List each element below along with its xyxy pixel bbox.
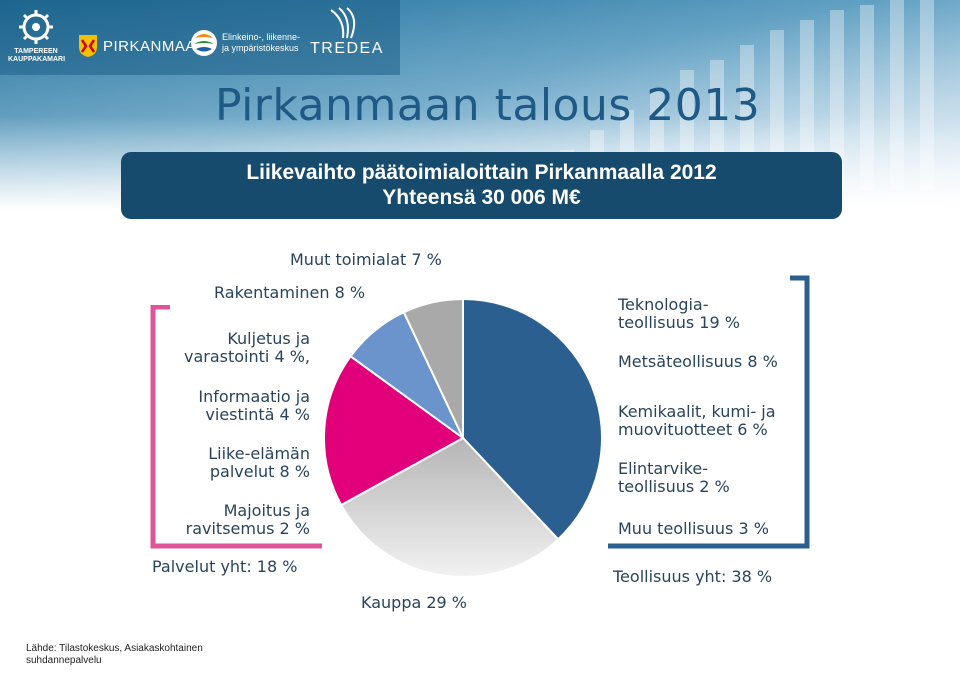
tampere-chamber-logo-icon: [19, 10, 53, 44]
metsa-label: Metsäteollisuus 8 %: [618, 352, 778, 371]
tampere-chamber-logo: TAMPEREEN KAUPPAKAMARI: [8, 8, 66, 64]
pie-slice-muut: [402, 297, 464, 439]
pirkanmaa-logo-text: PIRKANMAA: [103, 37, 196, 55]
ely-centre-logo-icon: [191, 30, 217, 56]
palvelut-bracket: [150, 305, 322, 549]
chart-title-banner: Liikevaihto päätoimialoittain Pirkanmaal…: [121, 152, 842, 219]
ely-centre-logo: Elinkeino-, liikenne- ja ympäristökeskus: [190, 28, 302, 58]
kemikaalit-label: Kemikaalit, kumi- ja muovituotteet 6 %: [618, 402, 776, 439]
teknologia-label: Teknologia- teollisuus 19 %: [618, 295, 740, 332]
tampere-chamber-logo-text: TAMPEREEN KAUPPAKAMARI: [8, 48, 66, 63]
informaatio-label: Informaatio ja viestintä 4 %: [198, 387, 310, 424]
liike-elama-label: Liike-elämän palvelut 8 %: [208, 444, 310, 481]
pie-slice-kauppa: [339, 436, 560, 578]
chart-title: Liikevaihto päätoimialoittain Pirkanmaal…: [246, 161, 717, 184]
teollisuus-total-label: Teollisuus yht: 38 %: [613, 567, 773, 586]
chart-subtitle: Yhteensä 30 006 M€: [382, 186, 581, 209]
pirkanmaa-crest-icon: [79, 35, 97, 57]
palvelut-total-label: Palvelut yht: 18 %: [152, 557, 298, 576]
tredea-logo-icon: [330, 7, 356, 39]
pirkanmaa-logo: PIRKANMAA: [78, 34, 196, 58]
ely-centre-logo-text: Elinkeino-, liikenne- ja ympäristökeskus: [222, 32, 301, 53]
source-note: Lähde: Tilastokeskus, Asiakaskohtainen s…: [26, 643, 203, 666]
rakentaminen-label: Rakentaminen 8 %: [214, 283, 366, 302]
kauppa-label: Kauppa 29 %: [361, 593, 468, 612]
pie-slice-palvelut: [323, 354, 465, 507]
muut-label: Muut toimialat 7 %: [290, 250, 442, 269]
kuljetus-label: Kuljetus ja varastointi 4 %,: [184, 329, 310, 366]
page-title: Pirkanmaan talous 2013: [215, 80, 761, 131]
elintarvike-label: Elintarvike- teollisuus 2 %: [618, 459, 730, 496]
pie-chart: [323, 297, 603, 578]
tredea-logo: TREDEA: [310, 6, 384, 58]
pie-slice-teollisuus: [462, 297, 603, 541]
tredea-logo-text: TREDEA: [310, 40, 384, 57]
majoitus-label: Majoitus ja ravitsemus 2 %: [185, 501, 310, 538]
muu-teollisuus-label: Muu teollisuus 3 %: [618, 519, 769, 538]
teollisuus-bracket: [608, 275, 810, 549]
